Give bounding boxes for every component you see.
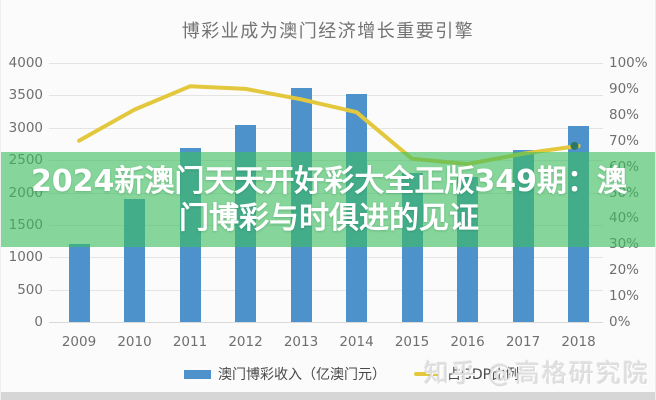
x-axis-label-2012: 2012 [228,334,263,350]
gridline [49,63,603,64]
left-axis-tick: 1000 [8,249,43,266]
right-axis-tick: 90% [609,80,640,97]
gridline [49,289,603,291]
gridline [49,95,603,97]
promo-text-line1: 2024新澳门天天开好彩大全正版349期：澳 [30,163,628,199]
left-axis-tick: 0 [34,314,43,330]
chart-title: 博彩业成为澳门经济增长重要引擎 [181,21,475,42]
x-axis-label-2017: 2017 [505,334,541,350]
legend-line-swatch-icon [414,372,440,376]
gdp-line-end-dot [570,141,579,150]
legend: 澳门博彩收入（亿澳门元） 占GDP比例 [184,366,520,383]
x-axis-label-2015: 2015 [394,334,430,350]
x-axis-label-2009: 2009 [61,334,97,350]
gridline [49,127,603,129]
bottom-strip [1,392,655,400]
x-axis-label-2014: 2014 [339,334,374,350]
left-axis-tick: 3500 [8,87,43,104]
watermark: 知乎 @高格研究院 [424,359,650,388]
left-axis-tick: 3000 [8,119,43,136]
promo-text-line2: 门博彩与时俱进的见证 [179,200,479,236]
legend-bar-swatch-icon [184,369,211,379]
right-axis-tick: 70% [609,132,640,149]
x-axis-label-2018: 2018 [561,334,596,350]
promo-overlay-band: 2024新澳门天天开好彩大全正版349期：澳 门博彩与时俱进的见证 [1,152,655,247]
right-axis-tick: 20% [609,262,640,279]
legend-line-label: 占GDP比例 [447,367,520,383]
right-axis-tick: 100% [609,55,648,71]
left-axis-tick: 500 [17,281,43,298]
gridline [49,257,603,259]
revenue-bar-2009 [68,244,90,322]
right-axis-tick: 10% [609,288,640,305]
x-axis-label-2010: 2010 [117,334,152,350]
x-axis-label-2011: 2011 [172,334,208,350]
right-axis-tick: 0% [609,314,631,330]
x-axis-label-2013: 2013 [283,334,319,350]
left-axis-tick: 4000 [8,55,43,71]
right-axis-tick: 80% [609,106,640,123]
x-axis-label-2016: 2016 [450,334,485,350]
gridline [49,322,603,323]
legend-bar-label: 澳门博彩收入（亿澳门元） [218,367,386,383]
